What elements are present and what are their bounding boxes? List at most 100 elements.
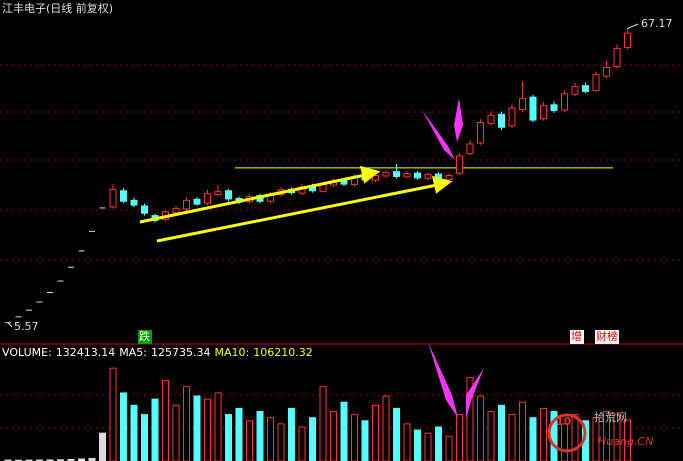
volume-bar [130,404,138,461]
volume-legend: MA10: [215,346,250,359]
body [477,121,484,144]
body [372,174,379,181]
body [172,207,180,214]
body [550,104,558,112]
volume-bar [256,411,264,461]
volume-bar [445,435,453,461]
marker-box [570,330,584,344]
volume-bar [99,432,106,461]
volume-bar [172,404,180,461]
arrow [422,110,455,160]
volume-legend: 106210.32 [253,346,313,359]
volume-bar [204,398,211,461]
volume-bar [561,423,568,461]
volume-bar [162,380,169,461]
volume-bar [340,401,348,461]
volume-bar [603,411,610,461]
volume-bar [424,432,432,461]
volume-bar [277,423,285,461]
volume-bar [319,386,327,461]
body [498,113,505,128]
body [592,74,600,91]
body [214,191,222,196]
body [603,67,610,77]
body [456,155,463,174]
volume-bar [151,398,159,461]
volume-bar [78,458,85,461]
volume-bar [550,411,558,461]
body [519,98,526,111]
volume-bar [246,420,253,461]
max-label: 67.17 [641,17,673,30]
volume-bar [403,423,411,461]
volume-legend: 132413.14 [56,346,116,359]
volume-bar [529,417,537,461]
arrow [454,98,463,142]
body [529,96,537,121]
volume-bar [361,420,369,461]
body [382,172,390,177]
volume-bar [351,414,358,461]
body [624,32,631,48]
body [487,114,495,124]
body [130,199,138,206]
watermark-name: 拾荒网 [594,410,627,424]
volume-legend: 125735.34 [151,346,211,359]
volume-bar [120,392,127,461]
body [466,143,474,155]
arrow [428,342,458,418]
body [183,199,190,210]
volume-bar [435,426,442,461]
arrow [156,183,438,243]
volume-bar [498,404,505,461]
volume-bar [214,392,222,461]
volume-bar [613,414,621,461]
body [120,190,127,202]
volume-bar [519,401,526,461]
volume-bar [267,417,274,461]
marker: 跌 [139,329,150,343]
min-label: 5.57 [14,320,39,333]
volume-bar [330,411,337,461]
watermark-ring [547,413,587,453]
volume-bar [487,411,495,461]
volume-bar [298,426,306,461]
body [445,174,453,180]
volume-bar [309,417,316,461]
volume-bar [235,407,243,461]
volume-bar [288,407,295,461]
volume-bar [372,404,379,461]
volume-bar [193,395,201,461]
body [508,107,516,127]
volume-bar [508,414,516,461]
body [109,188,117,208]
highlight-arrows [422,98,484,418]
arrow-head [359,165,381,184]
body [193,198,201,205]
marker: 增 [571,329,582,343]
body [393,171,400,177]
body [414,172,421,179]
marker: 财榜 [596,329,618,343]
volume-bar [414,429,421,461]
body [403,173,411,178]
volume-bar [183,386,190,461]
volume-bar [624,419,631,461]
watermark-number: 10 [556,415,572,428]
trend-arrows [139,165,453,243]
watermark: 10 拾荒网 Huang.CN [547,410,653,453]
volume-bar [571,414,579,461]
pointer [7,322,13,328]
arrow [466,368,484,418]
body [561,93,568,111]
body [204,193,211,204]
body [582,85,589,92]
volume-bar [456,414,463,461]
volume-legend: MA5: [119,346,147,359]
volume-legend: VOLUME: [2,346,52,359]
body [540,105,547,120]
chart-title: 江丰电子(日线 前复权) [2,1,113,15]
volume-bar [382,395,390,461]
